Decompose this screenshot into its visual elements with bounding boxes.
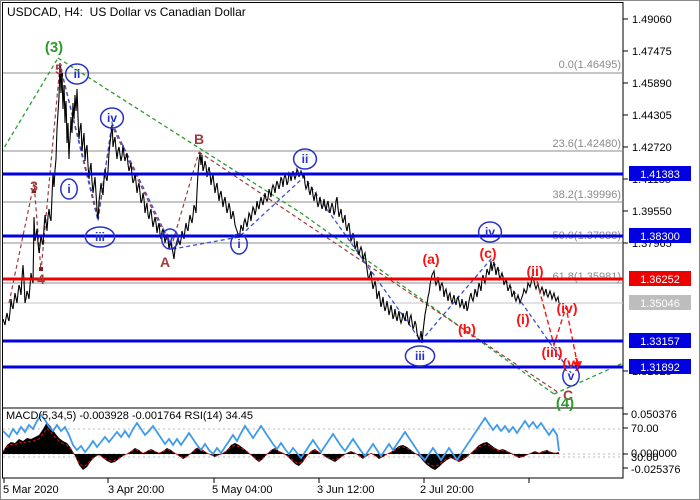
price-axis-label: 1.44305 bbox=[632, 110, 672, 122]
price-badge bbox=[629, 295, 691, 310]
indicator-header: MACD(5,34,5) -0.003928 -0.001764 RSI(14)… bbox=[6, 410, 254, 422]
wave-label: (iii) bbox=[542, 344, 563, 360]
time-axis-label: 2 Jul 20:00 bbox=[420, 484, 474, 496]
price-badge-label: 1.38300 bbox=[640, 231, 680, 243]
circle-wave-label: i bbox=[237, 237, 240, 251]
price-axis-label: 1.47475 bbox=[632, 46, 672, 58]
price-badge-label: 1.36252 bbox=[640, 274, 680, 286]
circle-wave-outline bbox=[60, 178, 78, 200]
circle-wave-label: v bbox=[568, 369, 575, 383]
circle-wave-label: iv bbox=[107, 111, 117, 125]
wave-label: (3) bbox=[45, 39, 63, 56]
indicator-axis-label: 70.00 bbox=[631, 423, 659, 435]
green-channel-down-dash bbox=[57, 57, 555, 395]
chart-title: USDCAD, H4: US Dollar vs Canadian Dollar bbox=[7, 5, 246, 19]
price-axis-label: 1.42720 bbox=[632, 142, 672, 154]
wave-label: (a) bbox=[422, 251, 439, 267]
wave-label: (c) bbox=[479, 245, 496, 261]
circle-wave-outline bbox=[84, 226, 116, 248]
trend-anchor-marker[interactable] bbox=[32, 189, 36, 193]
indicator-pane-border[interactable] bbox=[2, 407, 624, 479]
fib-label: 23.6(1.42480) bbox=[553, 138, 622, 150]
wave-label: C bbox=[563, 387, 573, 403]
price-badge bbox=[629, 271, 691, 286]
wave-label: (4) bbox=[556, 395, 574, 412]
circle-wave-label: ii bbox=[74, 67, 81, 81]
indicator-axis-label: 30.00 bbox=[631, 452, 659, 464]
price-badge bbox=[629, 228, 691, 243]
wave-label: (i) bbox=[516, 311, 529, 327]
circle-wave-label: iii bbox=[415, 349, 425, 363]
price-pane-border[interactable] bbox=[2, 2, 624, 409]
circle-wave-label: iv bbox=[485, 225, 495, 239]
wave-label: (b) bbox=[458, 321, 476, 337]
time-axis-label: 5 Mar 2020 bbox=[3, 484, 59, 496]
circle-wave-outline bbox=[562, 365, 580, 387]
indicator-axis-label: 0.050376 bbox=[631, 409, 677, 421]
blue-wave-count-dash bbox=[59, 64, 572, 374]
wave-label: 3 bbox=[30, 178, 38, 194]
price-badge-label: 1.41383 bbox=[640, 169, 680, 181]
wave-label: (iv) bbox=[557, 300, 578, 316]
circle-wave-label: i bbox=[67, 182, 70, 196]
fib-label: 38.2(1.39996) bbox=[553, 189, 622, 201]
green-channel-up-dash bbox=[3, 57, 59, 151]
price-badge-label: 1.35046 bbox=[640, 298, 680, 310]
circle-wave-outline bbox=[477, 221, 503, 243]
price-badge-label: 1.33157 bbox=[640, 336, 680, 348]
fib-label: 0.0(1.46495) bbox=[559, 59, 621, 71]
price-badge bbox=[629, 359, 691, 374]
red-projection-dash bbox=[536, 280, 579, 368]
circle-wave-outline bbox=[64, 63, 90, 85]
circle-wave-label: iii bbox=[95, 230, 105, 244]
price-axis-label: 1.49060 bbox=[632, 14, 672, 26]
rsi-line bbox=[2, 413, 560, 462]
time-axis-label: 3 Apr 20:00 bbox=[108, 484, 164, 496]
wave-label: B bbox=[194, 131, 204, 147]
price-badge bbox=[629, 333, 691, 348]
price-series-line bbox=[3, 62, 560, 344]
macd-signal-line bbox=[2, 427, 560, 468]
wave-label: A bbox=[160, 254, 170, 270]
price-badge bbox=[629, 166, 691, 181]
trend-anchor-marker[interactable] bbox=[59, 73, 63, 77]
indicator-axis-label: -0.025376 bbox=[631, 464, 681, 476]
circle-wave-label: ii bbox=[302, 152, 309, 166]
circle-wave-outline bbox=[99, 107, 125, 129]
circle-wave-outline bbox=[230, 233, 248, 255]
price-axis-label: 1.45890 bbox=[632, 78, 672, 90]
wave-label: 5 bbox=[55, 61, 63, 77]
circle-wave-outline bbox=[404, 345, 436, 367]
fib-label: 61.8(1.35981) bbox=[553, 271, 622, 283]
indicator-axis-label: 0.000000 bbox=[631, 448, 677, 460]
green-projection-dash bbox=[553, 362, 623, 395]
price-axis-label: 1.39550 bbox=[632, 206, 672, 218]
time-axis-label: 5 May 04:00 bbox=[212, 484, 273, 496]
time-axis-label: 3 Jun 12:00 bbox=[317, 484, 375, 496]
trend-anchor-marker[interactable] bbox=[39, 267, 43, 271]
wave-label: 4 bbox=[37, 271, 45, 287]
price-badge-label: 1.31892 bbox=[640, 362, 680, 374]
wave-c-trend-dash bbox=[198, 151, 560, 394]
wave-label: (ii) bbox=[526, 263, 543, 279]
circle-wave-outline bbox=[161, 228, 179, 250]
circle-wave-outline bbox=[292, 148, 318, 170]
circle-wave-label: v bbox=[167, 232, 174, 246]
